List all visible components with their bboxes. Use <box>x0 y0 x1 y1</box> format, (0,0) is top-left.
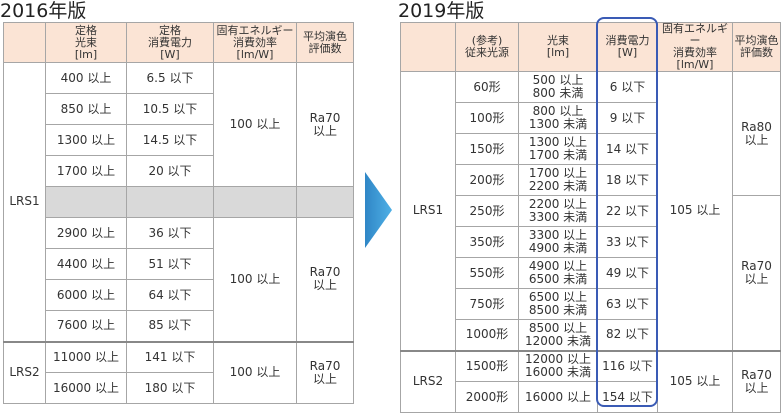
value-cell: 22 以下 <box>597 195 658 227</box>
value-cell: 2200 以上 3300 未満 <box>518 195 598 227</box>
value-cell: 20 以下 <box>126 155 214 187</box>
value-cell: 1000形 <box>455 319 519 351</box>
group-label: LRS2 <box>400 349 456 413</box>
value-cell: 14 以下 <box>597 133 658 165</box>
ra-cell: Ra70 以上 <box>296 217 354 342</box>
header-cell: 定格 光束 [lm] <box>45 22 127 63</box>
efficiency-cell: 100 以上 <box>213 62 297 187</box>
header-cell: 平均演色 評価数 <box>732 22 781 72</box>
value-cell: 64 以下 <box>126 279 214 311</box>
value-cell: 116 以下 <box>597 349 658 382</box>
header-cell: 平均演色 評価数 <box>296 22 354 63</box>
value-cell: 6 以下 <box>597 71 658 103</box>
value-cell: 16000 以上 <box>45 372 127 404</box>
efficiency-cell: 100 以上 <box>213 340 297 404</box>
efficiency-cell: 100 以上 <box>213 217 297 342</box>
value-cell: 1700 以上 2200 未満 <box>518 164 598 196</box>
value-cell: 10.5 以下 <box>126 93 214 125</box>
ra-cell: Ra80 以上 <box>732 71 781 196</box>
value-cell: 150形 <box>455 133 519 165</box>
value-cell: 1300 以上 <box>45 124 127 156</box>
value-cell: 800 以上 1300 未満 <box>518 102 598 134</box>
ra-cell: Ra70 以上 <box>732 349 781 413</box>
value-cell: 180 以下 <box>126 372 214 404</box>
value-cell: 8500 以上 12000 未満 <box>518 319 598 351</box>
value-cell: 33 以下 <box>597 226 658 258</box>
arrow <box>365 172 392 248</box>
value-cell: 141 以下 <box>126 340 214 373</box>
value-cell: 100形 <box>455 102 519 134</box>
title: 2019年版 <box>398 0 485 22</box>
value-cell: 85 以下 <box>126 310 214 342</box>
blank-cell <box>126 186 214 218</box>
header-cell <box>400 22 456 72</box>
value-cell: 7600 以上 <box>45 310 127 342</box>
value-cell: 850 以上 <box>45 93 127 125</box>
value-cell: 200形 <box>455 164 519 196</box>
value-cell: 750形 <box>455 288 519 320</box>
efficiency-cell: 105 以上 <box>657 349 733 413</box>
value-cell: 6000 以上 <box>45 279 127 311</box>
value-cell: 63 以下 <box>597 288 658 320</box>
value-cell: 51 以下 <box>126 248 214 280</box>
blank-cell <box>213 186 297 218</box>
header-cell: 固有エネルギー 消費効率 [lm/W] <box>657 22 733 72</box>
title: 2016年版 <box>0 0 87 22</box>
value-cell: 49 以下 <box>597 257 658 289</box>
value-cell: 1700 以上 <box>45 155 127 187</box>
ra-cell: Ra70 以上 <box>296 340 354 404</box>
value-cell: 2900 以上 <box>45 217 127 249</box>
table-2016: 定格 光束 [lm] 定格 消費電力 [W] 固有エネルギー 消費効率 [lm/W]… <box>3 22 354 404</box>
value-cell: 350形 <box>455 226 519 258</box>
ra-cell: Ra70 以上 <box>296 62 354 187</box>
table-2019: (参考) 従来光源 光束 [lm] 消費電力 [W] 固有エネルギー 消費効率 [lm… <box>400 22 781 413</box>
value-cell: 1300 以上 1700 未満 <box>518 133 598 165</box>
group-label: LRS1 <box>400 71 456 351</box>
value-cell: 4400 以上 <box>45 248 127 280</box>
value-cell: 11000 以上 <box>45 340 127 373</box>
header-cell: (参考) 従来光源 <box>455 22 519 72</box>
value-cell: 36 以下 <box>126 217 214 249</box>
header-cell: 消費電力 [W] <box>597 22 658 72</box>
ra-cell: Ra70 以上 <box>732 195 781 351</box>
efficiency-cell: 105 以上 <box>657 71 733 351</box>
header-cell: 固有エネルギー 消費効率 [lm/W] <box>213 22 297 63</box>
value-cell: 1500形 <box>455 349 519 382</box>
value-cell: 82 以下 <box>597 319 658 351</box>
value-cell: 400 以上 <box>45 62 127 94</box>
value-cell: 6500 以上 8500 未満 <box>518 288 598 320</box>
value-cell: 3300 以上 4900 未満 <box>518 226 598 258</box>
header-cell <box>3 22 46 63</box>
header-cell: 定格 消費電力 [W] <box>126 22 214 63</box>
group-label: LRS1 <box>3 62 46 342</box>
value-cell: 550形 <box>455 257 519 289</box>
blank-cell <box>296 186 354 218</box>
value-cell: 6.5 以下 <box>126 62 214 94</box>
value-cell: 14.5 以下 <box>126 124 214 156</box>
header-cell: 光束 [lm] <box>518 22 598 72</box>
value-cell: 60形 <box>455 71 519 103</box>
blank-cell <box>45 186 127 218</box>
value-cell: 4900 以上 6500 未満 <box>518 257 598 289</box>
value-cell: 250形 <box>455 195 519 227</box>
value-cell: 9 以下 <box>597 102 658 134</box>
group-label: LRS2 <box>3 340 46 404</box>
value-cell: 500 以上 800 未満 <box>518 71 598 103</box>
value-cell: 12000 以上 16000 未満 <box>518 349 598 382</box>
value-cell: 18 以下 <box>597 164 658 196</box>
